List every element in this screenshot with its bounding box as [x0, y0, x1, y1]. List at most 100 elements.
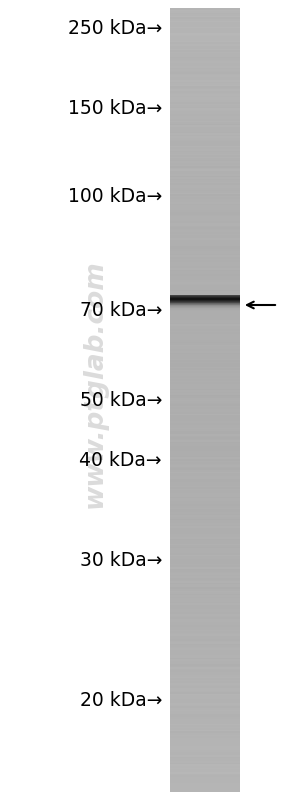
Bar [170, 42, 240, 45]
Bar [170, 622, 240, 624]
Bar [170, 603, 240, 605]
Bar [170, 165, 240, 167]
Bar [170, 683, 240, 685]
Bar [170, 264, 240, 267]
Bar [170, 769, 240, 771]
Bar [170, 27, 240, 29]
Bar [170, 207, 240, 209]
Bar [170, 166, 240, 169]
Bar [170, 537, 240, 539]
Bar [170, 572, 240, 574]
Bar [170, 594, 240, 596]
Bar [170, 540, 240, 543]
Bar [170, 434, 240, 436]
Bar [170, 400, 240, 402]
Bar [170, 785, 240, 787]
Bar [170, 185, 240, 187]
Bar [170, 72, 240, 74]
Bar [170, 437, 240, 439]
Bar [170, 730, 240, 732]
Bar [170, 705, 240, 707]
Bar [170, 694, 240, 696]
Bar [170, 174, 240, 176]
Bar [170, 233, 240, 236]
Bar [170, 220, 240, 221]
Bar [170, 650, 240, 652]
Bar [170, 67, 240, 70]
Bar [170, 431, 240, 433]
Bar [170, 553, 240, 555]
Bar [170, 426, 240, 428]
Bar [170, 93, 240, 94]
Bar [170, 137, 240, 138]
Bar [170, 631, 240, 634]
Bar [170, 63, 240, 65]
Bar [170, 260, 240, 262]
Bar [170, 465, 240, 467]
Bar [170, 168, 240, 170]
Bar [170, 439, 240, 441]
Bar [170, 217, 240, 218]
Bar [170, 153, 240, 156]
Bar [170, 713, 240, 715]
Bar [170, 373, 240, 375]
Bar [170, 205, 240, 208]
Bar [170, 535, 240, 536]
Bar [170, 610, 240, 611]
Bar [170, 274, 240, 276]
Bar [170, 423, 240, 425]
Bar [170, 125, 240, 128]
Bar [170, 647, 240, 649]
Bar [170, 539, 240, 541]
Bar [170, 484, 240, 486]
Bar [170, 642, 240, 644]
Bar [170, 293, 240, 295]
Bar [170, 581, 240, 583]
Bar [170, 199, 240, 201]
Bar [170, 77, 240, 79]
Bar [170, 362, 240, 364]
Bar [170, 212, 240, 213]
Bar [170, 559, 240, 562]
Bar [170, 181, 240, 182]
Bar [170, 460, 240, 463]
Bar [170, 33, 240, 35]
Bar [170, 667, 240, 670]
Bar [170, 262, 240, 264]
Bar [170, 506, 240, 508]
Bar [170, 127, 240, 129]
Bar [170, 463, 240, 466]
Bar [170, 495, 240, 497]
Bar [170, 176, 240, 177]
Bar [170, 703, 240, 706]
Bar [170, 421, 240, 423]
Bar [170, 380, 240, 383]
Bar [170, 592, 240, 594]
Bar [170, 520, 240, 523]
Bar [170, 644, 240, 646]
Bar [170, 783, 240, 785]
Bar [170, 511, 240, 513]
Bar [170, 201, 240, 203]
Bar [170, 494, 240, 495]
Bar [170, 114, 240, 117]
Bar [170, 290, 240, 292]
Bar [170, 74, 240, 76]
Bar [170, 91, 240, 93]
Bar [170, 388, 240, 391]
Bar [170, 672, 240, 674]
Bar [170, 70, 240, 73]
Bar [170, 732, 240, 733]
Bar [170, 169, 240, 171]
Bar [170, 509, 240, 511]
Bar [170, 188, 240, 190]
Bar [170, 121, 240, 123]
Bar [170, 598, 240, 600]
Bar [170, 160, 240, 162]
Bar [170, 415, 240, 417]
Bar [170, 564, 240, 566]
Bar [170, 447, 240, 448]
Bar [170, 106, 240, 109]
Bar [170, 766, 240, 768]
Bar [170, 429, 240, 431]
